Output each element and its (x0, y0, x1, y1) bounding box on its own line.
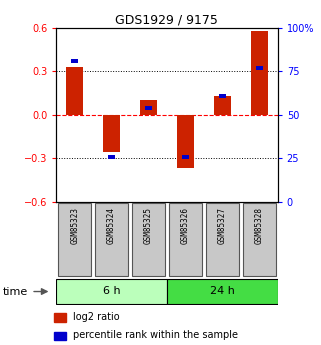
Text: log2 ratio: log2 ratio (73, 312, 120, 322)
Bar (108, 155, 115, 159)
Bar (56, 279, 167, 304)
Bar (251, 30, 267, 115)
Text: percentile rank within the sample: percentile rank within the sample (73, 331, 238, 341)
Text: GSM85326: GSM85326 (181, 207, 190, 244)
Title: GDS1929 / 9175: GDS1929 / 9175 (116, 13, 218, 27)
Bar (177, 115, 194, 168)
Bar (71, 59, 78, 63)
Bar (95, 203, 128, 276)
Bar (140, 100, 157, 115)
Bar (182, 155, 189, 159)
Text: 6 h: 6 h (103, 286, 120, 296)
Bar (256, 66, 263, 70)
Text: GSM85327: GSM85327 (218, 207, 227, 244)
Text: GSM85323: GSM85323 (70, 207, 79, 244)
Bar (167, 279, 278, 304)
Text: GSM85324: GSM85324 (107, 207, 116, 244)
Bar (103, 115, 120, 152)
Bar (66, 67, 83, 115)
Bar (58, 203, 91, 276)
Bar (55, 332, 66, 340)
Text: GSM85328: GSM85328 (255, 207, 264, 244)
Bar (219, 94, 226, 98)
Bar (132, 203, 165, 276)
Bar (169, 203, 202, 276)
Text: GSM85325: GSM85325 (144, 207, 153, 244)
Text: time: time (3, 287, 29, 296)
Bar (55, 313, 66, 322)
Bar (206, 203, 239, 276)
Bar (214, 96, 230, 115)
Text: 24 h: 24 h (210, 286, 235, 296)
Bar (145, 106, 152, 110)
Bar (243, 203, 276, 276)
